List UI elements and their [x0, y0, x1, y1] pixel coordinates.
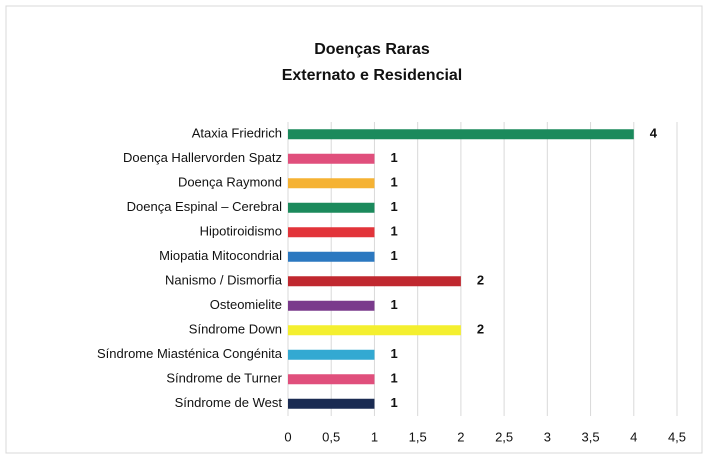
bar [288, 300, 375, 311]
category-label: Síndrome de Turner [166, 371, 282, 386]
category-label: Hipotiroidismo [200, 224, 282, 239]
data-label: 1 [390, 224, 397, 239]
x-tick-label: 4,5 [668, 429, 686, 444]
data-label: 1 [390, 395, 397, 410]
bar [288, 227, 375, 238]
category-label: Osteomielite [210, 297, 282, 312]
data-label: 1 [390, 175, 397, 190]
data-label: 1 [390, 346, 397, 361]
x-tick-label: 1,5 [409, 429, 427, 444]
bar [288, 325, 461, 336]
x-tick-label: 2,5 [495, 429, 513, 444]
x-tick-label: 0,5 [322, 429, 340, 444]
data-label: 1 [390, 199, 397, 214]
x-tick-label: 1 [371, 429, 378, 444]
chart-subtitle: Externato e Residencial [282, 67, 463, 84]
bar [288, 349, 375, 360]
category-label: Síndrome de West [175, 395, 283, 410]
data-label: 1 [390, 150, 397, 165]
category-label: Ataxia Friedrich [192, 126, 282, 141]
data-label: 4 [650, 126, 658, 141]
category-label: Síndrome Down [189, 322, 282, 337]
bar [288, 276, 461, 287]
category-label: Doença Raymond [178, 175, 282, 190]
category-label: Miopatia Mitocondrial [159, 248, 282, 263]
bar [288, 153, 375, 164]
bar [288, 202, 375, 213]
x-tick-label: 2 [457, 429, 464, 444]
category-label: Doença Espinal – Cerebral [127, 199, 282, 214]
data-label: 1 [390, 248, 397, 263]
category-label: Síndrome Miasténica Congénita [97, 346, 283, 361]
x-tick-label: 3,5 [582, 429, 600, 444]
x-tick-label: 0 [284, 429, 291, 444]
bar [288, 251, 375, 262]
bar [288, 129, 634, 140]
x-tick-label: 3 [544, 429, 551, 444]
bar [288, 178, 375, 189]
category-label: Doença Hallervorden Spatz [123, 150, 282, 165]
data-label: 2 [477, 273, 484, 288]
bar [288, 398, 375, 409]
x-tick-label: 4 [630, 429, 637, 444]
bar [288, 374, 375, 385]
data-label: 1 [390, 297, 397, 312]
data-label: 2 [477, 322, 484, 337]
chart-title: Doenças Raras [314, 41, 430, 58]
data-label: 1 [390, 371, 397, 386]
category-label: Nanismo / Dismorfia [165, 273, 283, 288]
